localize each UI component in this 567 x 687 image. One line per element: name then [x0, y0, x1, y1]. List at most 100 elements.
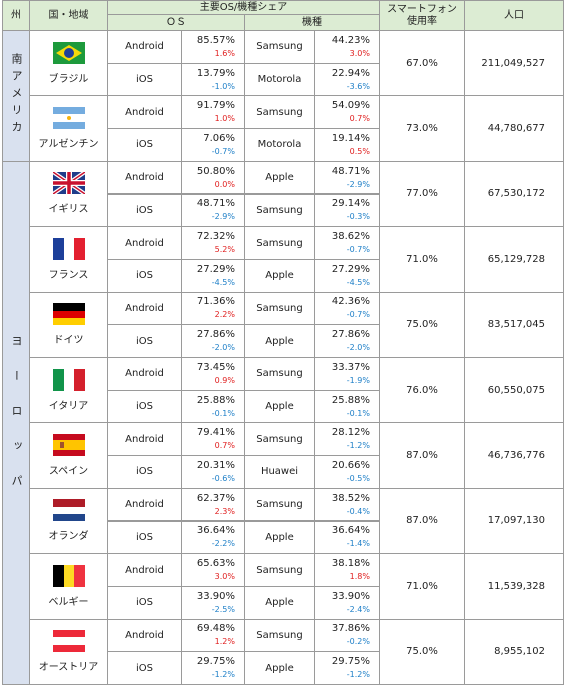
brand-share: 22.94%	[331, 67, 370, 79]
share-cell: 72.32% 5.2%	[181, 226, 245, 260]
os-cell: Android	[107, 95, 182, 130]
brand-change: 0.7%	[349, 114, 370, 124]
brand-share: 20.66%	[331, 459, 370, 471]
brand-name: Samsung	[256, 237, 303, 249]
country-name: オランダ	[48, 531, 89, 543]
brand-share: 29.14%	[331, 198, 370, 210]
share-cell: 69.48% 1.2%	[181, 618, 245, 653]
brand-share: 38.52%	[331, 492, 370, 504]
os-cell: Android	[107, 30, 182, 64]
header-text: 国・地域	[48, 9, 89, 21]
flag	[52, 368, 85, 391]
header-cell: 人口	[464, 0, 564, 31]
header-text: 州	[11, 9, 21, 21]
os-cell: iOS	[107, 389, 182, 424]
brand-share: 19.14%	[331, 132, 370, 144]
brand-change: -0.7%	[346, 245, 370, 255]
brand-share: 38.18%	[331, 558, 370, 570]
rate: 77.0%	[406, 188, 438, 200]
share-cell: 28.12% -1.2%	[314, 422, 380, 457]
country-name: スペイン	[48, 466, 89, 478]
os-name: Android	[125, 172, 164, 184]
share-cell: 27.86% -2.0%	[314, 324, 380, 358]
brand-name: Samsung	[256, 433, 303, 445]
share-cell: 91.79% 1.0%	[181, 95, 245, 130]
os-name: Android	[125, 564, 164, 576]
os-name: Android	[125, 433, 164, 445]
country-cell: アルゼンチン	[29, 95, 108, 162]
brand-change: -2.4%	[346, 604, 370, 614]
os-change: 5.2%	[214, 245, 235, 255]
brand-change: -2.9%	[346, 179, 370, 189]
flag	[52, 630, 85, 653]
share-cell: 48.71% -2.9%	[181, 193, 245, 228]
os-cell: iOS	[107, 520, 182, 555]
os-share: 62.37%	[196, 492, 235, 504]
population: 8,955,102	[494, 646, 545, 658]
country-name: オーストリア	[38, 662, 99, 674]
brand-name: Motorola	[257, 139, 302, 151]
population: 65,129,728	[487, 253, 545, 265]
os-cell: iOS	[107, 455, 182, 489]
rate-cell: 77.0%	[379, 160, 465, 228]
share-cell: 65.63% 3.0%	[181, 553, 245, 587]
os-name: iOS	[136, 662, 153, 674]
share-cell: 29.75% -1.2%	[181, 651, 245, 685]
os-share: 33.90%	[196, 590, 235, 602]
os-share: 20.31%	[196, 459, 235, 471]
header-cell: ＯＳ	[107, 14, 245, 31]
rate: 67.0%	[406, 57, 438, 69]
share-cell: 33.37% -1.9%	[314, 357, 380, 391]
share-cell: 42.36% -0.7%	[314, 291, 380, 326]
brand-cell: Samsung	[244, 618, 315, 653]
brand-share: 38.62%	[331, 231, 370, 243]
country-cell: スペイン	[29, 422, 108, 489]
os-change: -2.0%	[211, 343, 235, 353]
brand-change: -2.0%	[346, 343, 370, 353]
brand-name: Motorola	[257, 74, 302, 86]
os-share: 27.86%	[196, 329, 235, 341]
brand-cell: Samsung	[244, 95, 315, 130]
share-cell: 79.41% 0.7%	[181, 422, 245, 457]
brand-name: Samsung	[256, 302, 303, 314]
brand-share: 33.37%	[331, 361, 370, 373]
header-text: 機種	[302, 16, 322, 28]
brand-name: Apple	[265, 172, 294, 184]
os-share: 27.29%	[196, 263, 235, 275]
rate-cell: 75.0%	[379, 618, 465, 685]
brand-cell: Samsung	[244, 487, 315, 522]
header-cell: 主要OS/機種シェア	[107, 0, 380, 15]
os-cell: iOS	[107, 585, 182, 620]
region-name: ヨーロッパ	[10, 335, 23, 511]
os-cell: iOS	[107, 651, 182, 685]
os-change: -2.9%	[211, 212, 235, 222]
share-cell: 38.62% -0.7%	[314, 226, 380, 260]
country-cell: ブラジル	[29, 30, 108, 97]
share-cell: 33.90% -2.4%	[314, 585, 380, 620]
brand-cell: Motorola	[244, 62, 315, 97]
country-name: ドイツ	[53, 335, 84, 347]
population: 60,550,075	[487, 384, 545, 396]
share-cell: 25.88% -0.1%	[181, 389, 245, 424]
os-share: 79.41%	[196, 427, 235, 439]
rate-cell: 75.0%	[379, 291, 465, 358]
brand-share: 33.90%	[331, 590, 370, 602]
country-name: イタリア	[48, 400, 89, 412]
brand-change: -4.5%	[346, 277, 370, 287]
brand-name: Apple	[265, 335, 294, 347]
brand-cell: Apple	[244, 160, 315, 195]
brand-cell: Motorola	[244, 128, 315, 162]
share-cell: 20.66% -0.5%	[314, 455, 380, 489]
os-name: Android	[125, 629, 164, 641]
header-cell: 州	[2, 0, 30, 31]
os-share: 69.48%	[196, 623, 235, 635]
os-cell: iOS	[107, 324, 182, 358]
brand-change: -1.4%	[346, 539, 370, 549]
os-change: 0.9%	[214, 375, 235, 385]
brand-cell: Apple	[244, 258, 315, 293]
os-share: 48.71%	[196, 198, 235, 210]
population: 211,049,527	[481, 57, 545, 69]
brand-change: -0.2%	[346, 637, 370, 647]
country-cell: フランス	[29, 226, 108, 293]
os-name: iOS	[136, 597, 153, 609]
